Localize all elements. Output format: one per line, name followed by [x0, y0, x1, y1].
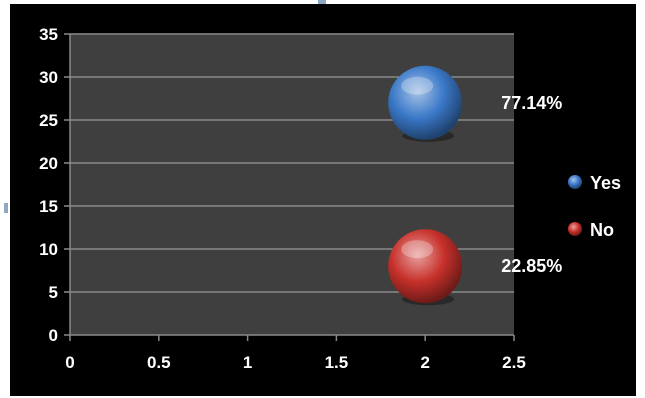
x-tick-label: 1: [243, 353, 252, 372]
y-tick-label: 10: [39, 240, 58, 259]
data-labels: 77.14% 22.85%: [501, 93, 562, 276]
legend-marker-no: [568, 222, 582, 236]
page-edge-mark-left: [4, 203, 8, 213]
chart-frame: 0 5 10 15 20 25 30 35 0 0.5 1 1.5 2 2.5 77.14% 22.85% …: [10, 4, 636, 396]
x-tick-label: 1.5: [325, 353, 349, 372]
y-tick-label: 35: [39, 25, 58, 44]
legend-label-no: No: [590, 220, 614, 240]
bubbles: [388, 65, 463, 306]
y-tick-label: 5: [49, 283, 58, 302]
legend-marker-yes: [568, 175, 582, 189]
x-tick-label: 0: [65, 353, 74, 372]
axes: [64, 33, 515, 341]
x-tick-label: 2: [420, 353, 429, 372]
bubble-no: [388, 229, 463, 304]
x-tick-label: 0.5: [147, 353, 171, 372]
legend-label-yes: Yes: [590, 173, 621, 193]
y-tick-label: 30: [39, 68, 58, 87]
tick-labels: 0 5 10 15 20 25 30 35 0 0.5 1 1.5 2 2.5: [39, 25, 526, 372]
data-label-no: 22.85%: [501, 256, 562, 276]
bubble-yes: [388, 65, 463, 140]
data-label-yes: 77.14%: [501, 93, 562, 113]
bubble-highlight: [401, 240, 434, 259]
y-tick-label: 0: [49, 326, 58, 345]
legend: Yes No: [568, 173, 621, 240]
page-edge-mark-top: [318, 0, 326, 4]
y-tick-label: 25: [39, 111, 58, 130]
y-tick-label: 20: [39, 154, 58, 173]
bubble-highlight: [401, 76, 434, 95]
x-tick-label: 2.5: [502, 353, 526, 372]
y-tick-label: 15: [39, 197, 58, 216]
